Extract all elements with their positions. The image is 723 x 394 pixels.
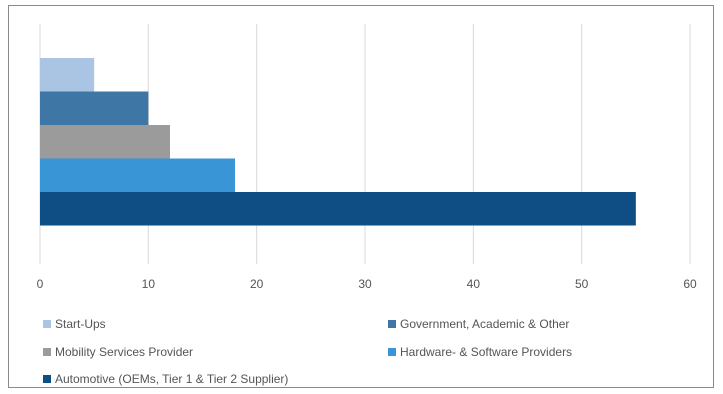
x-tick-label-40: 40	[467, 277, 481, 291]
bar-1	[40, 58, 95, 92]
bar-chart: 0 10 20 30 40 50 60 Start-Ups Government, Acade…	[37, 24, 697, 386]
bar-2	[40, 91, 149, 125]
legend-label-5: Automotive (OEMs, Tier 1 & Tier 2 Suppli…	[55, 372, 288, 386]
legend-label-2: Government, Academic & Other	[400, 317, 569, 331]
x-tick-label-30: 30	[358, 277, 372, 291]
legend-item-2: Government, Academic & Other	[388, 317, 569, 331]
legend-item-5: Automotive (OEMs, Tier 1 & Tier 2 Suppli…	[43, 372, 288, 386]
legend-item-3: Mobility Services Provider	[43, 345, 193, 359]
legend-label-1: Start-Ups	[55, 317, 106, 331]
x-axis-ticks: 0 10 20 30 40 50 60	[37, 277, 697, 291]
x-tick-label-0: 0	[37, 277, 44, 291]
x-tick-label-60: 60	[683, 277, 697, 291]
legend-label-4: Hardware- & Software Providers	[400, 345, 572, 359]
legend-swatch-2	[388, 320, 396, 328]
bar-4	[40, 158, 235, 192]
legend-item-1: Start-Ups	[43, 317, 106, 331]
legend-item-4: Hardware- & Software Providers	[388, 345, 572, 359]
legend: Start-Ups Government, Academic & Other Mob…	[43, 317, 572, 386]
chart-frame: 0 10 20 30 40 50 60 Start-Ups Government, Acade…	[8, 5, 714, 388]
legend-swatch-4	[388, 348, 396, 356]
x-tick-label-50: 50	[575, 277, 589, 291]
x-tick-label-10: 10	[142, 277, 156, 291]
gridlines	[39, 24, 691, 264]
x-tick-label-20: 20	[250, 277, 264, 291]
legend-label-3: Mobility Services Provider	[55, 345, 193, 359]
legend-swatch-3	[43, 348, 51, 356]
bar-5	[40, 192, 636, 226]
legend-swatch-5	[43, 375, 51, 383]
bar-3	[40, 125, 170, 159]
bars	[40, 58, 636, 226]
legend-swatch-1	[43, 320, 51, 328]
